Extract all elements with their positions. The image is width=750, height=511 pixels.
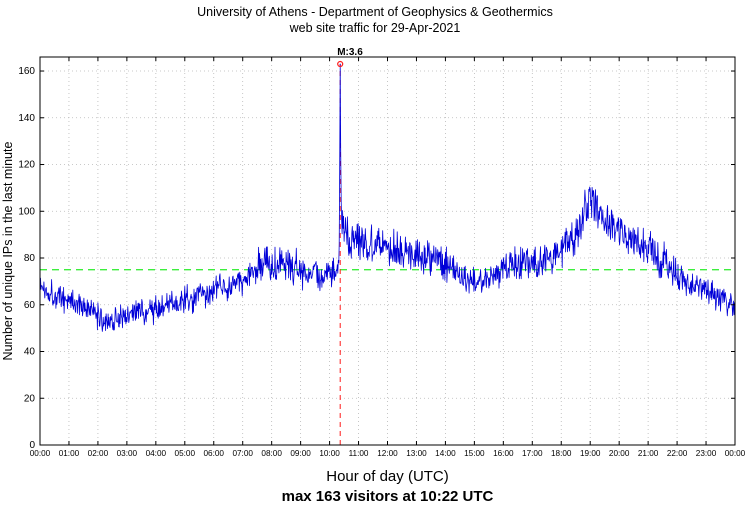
svg-text:04:00: 04:00 xyxy=(146,449,167,458)
svg-text:10:00: 10:00 xyxy=(319,449,340,458)
svg-text:15:00: 15:00 xyxy=(464,449,485,458)
svg-text:120: 120 xyxy=(18,160,35,171)
svg-text:11:00: 11:00 xyxy=(349,449,369,458)
y-tick-labels: 0 20 40 60 80 100 120 140 160 xyxy=(18,66,35,451)
svg-text:23:00: 23:00 xyxy=(696,449,717,458)
svg-text:00:00: 00:00 xyxy=(725,449,746,458)
svg-text:0: 0 xyxy=(29,440,35,451)
svg-text:160: 160 xyxy=(18,66,35,77)
traffic-time-series-plot: M:3.6 0 20 40 60 80 100 120 140 160 00:00 01:00 02:0… xyxy=(1,47,746,458)
svg-text:01:00: 01:00 xyxy=(59,449,80,458)
svg-text:06:00: 06:00 xyxy=(204,449,225,458)
svg-text:09:00: 09:00 xyxy=(290,449,311,458)
svg-text:13:00: 13:00 xyxy=(406,449,427,458)
axes-box xyxy=(39,56,736,446)
axis-ticks xyxy=(39,57,736,446)
traffic-series-line xyxy=(39,63,736,332)
svg-text:05:00: 05:00 xyxy=(175,449,196,458)
svg-text:80: 80 xyxy=(24,253,36,264)
grid-lines xyxy=(40,57,735,445)
svg-text:40: 40 xyxy=(24,347,36,358)
y-axis-label-text: Number of unique IPs in the last minute xyxy=(1,142,15,361)
svg-text:00:00: 00:00 xyxy=(30,449,51,458)
svg-text:07:00: 07:00 xyxy=(232,449,253,458)
svg-text:140: 140 xyxy=(18,113,35,124)
svg-text:17:00: 17:00 xyxy=(522,449,543,458)
x-tick-labels: 00:00 01:00 02:00 03:00 04:00 05:00 06:00 07:00… xyxy=(30,449,746,458)
svg-text:02:00: 02:00 xyxy=(88,449,109,458)
svg-text:08:00: 08:00 xyxy=(261,449,282,458)
chart-subtitle: web site traffic for 29-Apr-2021 xyxy=(289,21,461,35)
x-axis-label: Hour of day (UTC) xyxy=(326,468,449,485)
svg-text:18:00: 18:00 xyxy=(551,449,572,458)
svg-text:14:00: 14:00 xyxy=(435,449,456,458)
max-visitors-caption: max 163 visitors at 10:22 UTC xyxy=(281,488,494,505)
svg-text:03:00: 03:00 xyxy=(117,449,138,458)
svg-text:22:00: 22:00 xyxy=(667,449,688,458)
chart-title: University of Athens - Department of Geo… xyxy=(197,5,553,19)
svg-text:100: 100 xyxy=(18,206,35,217)
svg-text:60: 60 xyxy=(24,300,36,311)
event-annotation: M:3.6 xyxy=(337,47,363,68)
svg-text:20: 20 xyxy=(24,393,36,404)
svg-text:20:00: 20:00 xyxy=(609,449,630,458)
y-axis-label: Number of unique IPs in the last minute xyxy=(1,142,15,361)
svg-text:19:00: 19:00 xyxy=(580,449,601,458)
svg-text:21:00: 21:00 xyxy=(638,449,659,458)
svg-text:12:00: 12:00 xyxy=(377,449,398,458)
svg-text:16:00: 16:00 xyxy=(493,449,514,458)
event-annotation-label: M:3.6 xyxy=(337,47,363,58)
